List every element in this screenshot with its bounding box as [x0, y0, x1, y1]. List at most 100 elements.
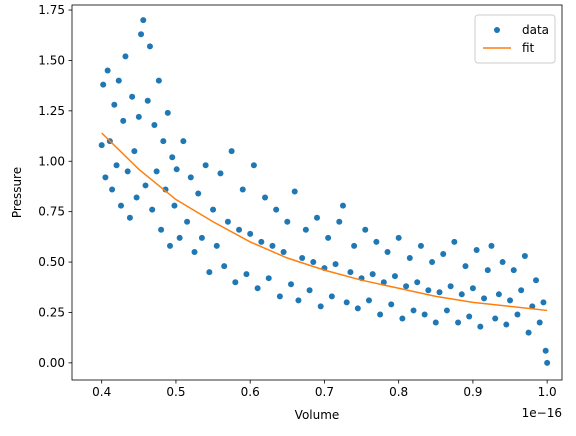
data-point: [98, 142, 105, 149]
data-point: [507, 297, 514, 304]
data-point: [495, 291, 502, 298]
data-point: [198, 234, 205, 241]
data-point: [164, 109, 171, 116]
y-tick-label: 1.00: [38, 154, 65, 168]
data-point: [310, 259, 317, 266]
data-point: [540, 299, 547, 306]
data-point: [146, 43, 153, 50]
axis-ticks: 0.4 0.5 0.6 0.7 0.8 0.9 1.0 0.00 0.25 0.50 0.75 1.0…: [38, 3, 556, 399]
data-point: [162, 186, 169, 193]
data-point: [384, 248, 391, 255]
data-point: [160, 138, 167, 145]
fit-line: [101, 132, 548, 312]
data-point: [328, 293, 335, 300]
data-point: [176, 234, 183, 241]
legend-box: [474, 14, 556, 64]
y-tick-label: 0.25: [38, 305, 65, 319]
data-point: [395, 234, 402, 241]
data-point: [317, 303, 324, 310]
x-tick-label: 0.5: [166, 385, 185, 399]
data-point: [481, 295, 488, 302]
data-point: [258, 238, 265, 245]
data-point: [100, 81, 107, 88]
data-point: [347, 269, 354, 276]
y-tick-label: 0.75: [38, 205, 65, 219]
data-point: [140, 17, 147, 24]
data-point: [210, 206, 217, 213]
data-point: [131, 148, 138, 155]
data-point: [122, 53, 129, 60]
data-point: [429, 259, 436, 266]
data-point: [542, 347, 549, 354]
fit-series: [101, 132, 548, 312]
data-point: [221, 263, 228, 270]
data-point: [126, 214, 133, 221]
data-point: [115, 77, 122, 84]
data-point: [503, 321, 510, 328]
data-point: [477, 323, 484, 330]
data-point: [291, 188, 298, 195]
data-point: [488, 242, 495, 249]
data-point: [362, 226, 369, 233]
legend-fit-label: fit: [522, 41, 535, 55]
data-point: [406, 255, 413, 262]
data-point: [118, 202, 124, 209]
data-point: [206, 269, 213, 276]
data-point: [514, 311, 521, 318]
data-point: [167, 242, 173, 249]
data-point: [295, 297, 302, 304]
y-tick-label: 1.50: [38, 53, 65, 67]
data-point: [421, 311, 428, 318]
x-tick-label: 0.8: [389, 385, 408, 399]
data-point: [224, 218, 231, 225]
data-point: [403, 283, 410, 290]
data-point: [544, 359, 551, 366]
data-point: [499, 259, 506, 266]
data-point: [284, 218, 291, 225]
data-point: [414, 279, 421, 286]
x-tick-label: 0.9: [463, 385, 482, 399]
data-point: [151, 121, 158, 128]
data-point: [492, 315, 499, 322]
y-tick-label: 0.50: [38, 255, 65, 269]
data-point: [142, 182, 149, 189]
data-point: [466, 313, 473, 320]
data-point: [343, 299, 350, 306]
data-point: [525, 329, 532, 336]
data-point: [432, 319, 439, 326]
data-point: [144, 97, 151, 104]
data-point: [149, 206, 156, 213]
data-point: [228, 148, 235, 155]
data-point: [276, 293, 283, 300]
y-axis-label: Pressure: [10, 167, 24, 218]
data-point: [232, 279, 239, 286]
data-point: [169, 154, 176, 161]
data-point: [202, 162, 209, 169]
data-series: [98, 17, 551, 366]
data-point: [377, 311, 384, 318]
data-point: [391, 273, 398, 280]
data-point: [440, 250, 447, 257]
data-point: [451, 238, 458, 245]
y-tick-label: 0.00: [38, 356, 65, 370]
data-point: [306, 287, 313, 294]
y-tick-label: 1.75: [38, 3, 65, 17]
data-point: [273, 206, 280, 213]
data-point: [518, 287, 525, 294]
data-point: [124, 168, 131, 175]
data-point: [462, 263, 469, 270]
data-point: [332, 261, 339, 268]
x-axis-offset-label: 1e−16: [522, 406, 562, 420]
data-point: [436, 289, 443, 296]
data-point: [109, 186, 116, 193]
data-point: [425, 287, 432, 294]
data-point: [180, 138, 187, 145]
data-point: [135, 113, 142, 120]
data-point: [410, 307, 417, 314]
data-point: [365, 297, 372, 304]
data-point: [236, 226, 243, 233]
data-point: [191, 248, 198, 255]
data-point: [521, 253, 528, 260]
data-point: [195, 190, 202, 197]
